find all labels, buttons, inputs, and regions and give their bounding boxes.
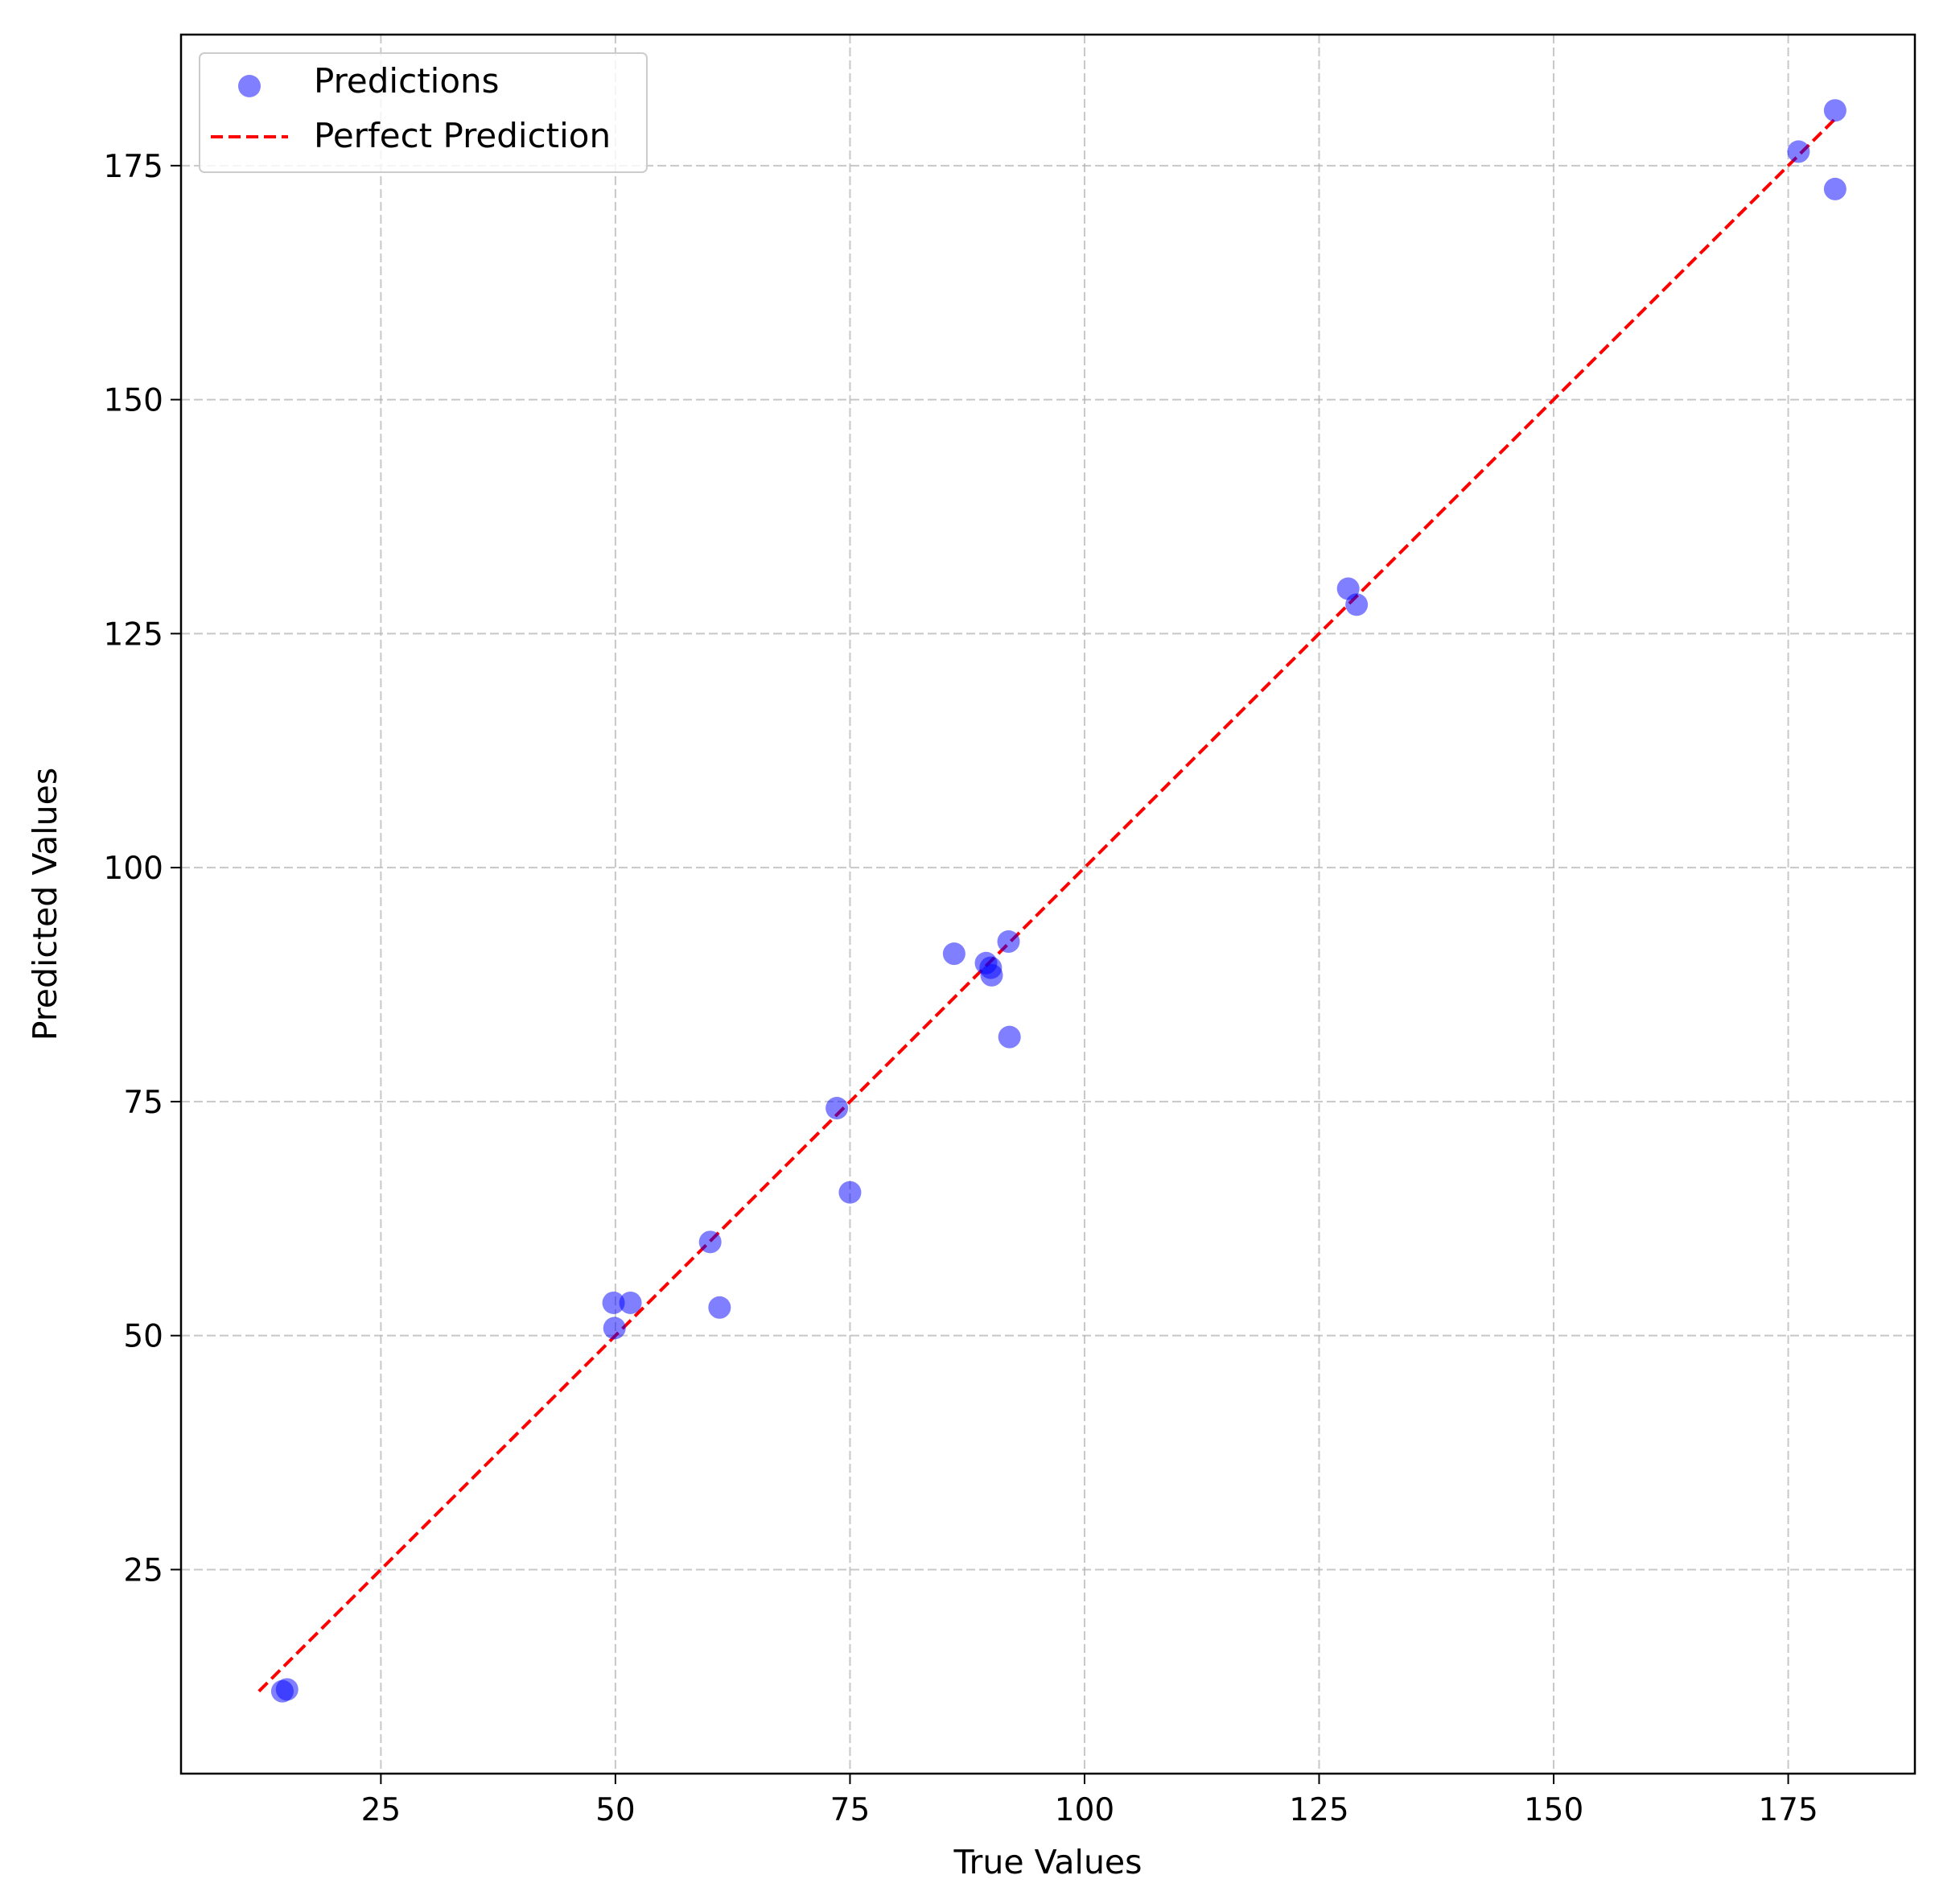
prediction-point: [275, 1678, 298, 1701]
prediction-point: [942, 942, 965, 966]
legend: Predictions Perfect Prediction: [199, 52, 648, 173]
y-tick-label: 150: [104, 383, 163, 419]
x-tick-label: 75: [830, 1792, 871, 1828]
prediction-point: [1823, 99, 1846, 122]
predictions-layer: [270, 99, 1846, 1703]
prediction-point: [1345, 593, 1369, 616]
legend-label-predictions: Predictions: [314, 61, 500, 101]
legend-label-perfect-prediction: Perfect Prediction: [314, 116, 611, 155]
x-tick-label: 125: [1289, 1792, 1348, 1828]
y-tick-label: 75: [123, 1085, 163, 1121]
grid: [181, 35, 1915, 1774]
prediction-point: [997, 930, 1020, 954]
axis-ticks: 25 50 75 100 125 150 175 25 50 75 100 125 150 175: [104, 149, 1818, 1828]
prediction-point: [619, 1291, 642, 1314]
x-tick-label: 175: [1758, 1792, 1818, 1828]
prediction-point: [1787, 140, 1810, 163]
plot-frame: [179, 33, 1916, 1775]
y-tick-label: 175: [104, 149, 163, 185]
prediction-point: [998, 1025, 1021, 1049]
prediction-point: [602, 1291, 625, 1314]
x-tick-label: 150: [1524, 1792, 1583, 1828]
prediction-point: [1823, 177, 1846, 200]
y-tick-label: 100: [104, 851, 163, 887]
legend-box: [199, 52, 648, 173]
prediction-point: [980, 963, 1003, 987]
prediction-point: [698, 1230, 722, 1254]
prediction-point: [825, 1097, 849, 1120]
y-tick-label: 25: [123, 1552, 163, 1589]
prediction-point: [838, 1181, 862, 1204]
x-tick-label: 100: [1055, 1792, 1114, 1828]
prediction-point: [708, 1296, 731, 1319]
y-axis-title: Predicted Values: [26, 768, 64, 1041]
y-tick-label: 125: [104, 616, 163, 653]
x-tick-label: 25: [361, 1792, 401, 1828]
prediction-point: [603, 1317, 626, 1340]
y-tick-label: 50: [123, 1319, 163, 1355]
x-tick-label: 50: [595, 1792, 636, 1828]
legend-marker-predictions: [238, 75, 261, 97]
x-axis-title: True Values: [953, 1843, 1142, 1881]
